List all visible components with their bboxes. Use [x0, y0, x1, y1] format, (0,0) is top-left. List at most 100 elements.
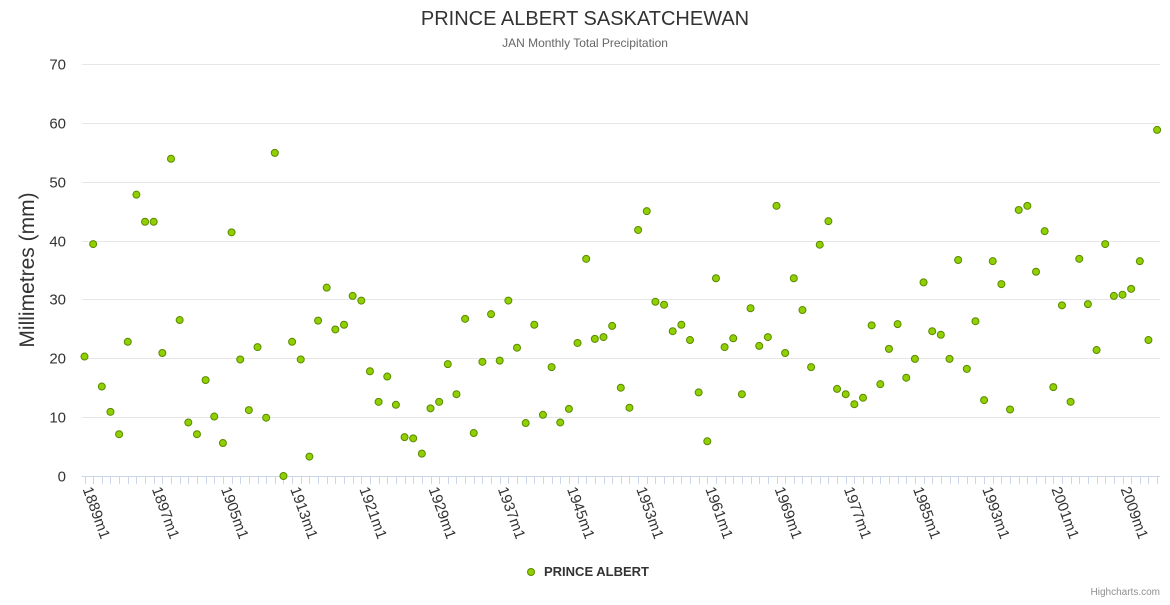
- data-point[interactable]: [616, 383, 625, 392]
- data-point[interactable]: [737, 390, 746, 399]
- data-point[interactable]: [409, 434, 418, 443]
- data-point[interactable]: [910, 354, 919, 363]
- data-point[interactable]: [331, 325, 340, 334]
- data-point[interactable]: [391, 400, 400, 409]
- data-point[interactable]: [660, 300, 669, 309]
- data-point[interactable]: [928, 327, 937, 336]
- data-point[interactable]: [236, 355, 245, 364]
- data-point[interactable]: [348, 291, 357, 300]
- data-point[interactable]: [279, 472, 288, 480]
- data-point[interactable]: [452, 390, 461, 399]
- data-point[interactable]: [642, 207, 651, 216]
- data-point[interactable]: [703, 437, 712, 446]
- data-point[interactable]: [244, 406, 253, 415]
- data-point[interactable]: [132, 190, 141, 199]
- data-point[interactable]: [495, 356, 504, 365]
- data-point[interactable]: [893, 320, 902, 329]
- data-point[interactable]: [141, 217, 150, 226]
- data-point[interactable]: [1023, 201, 1032, 210]
- data-point[interactable]: [781, 348, 790, 357]
- data-points[interactable]: [80, 125, 1162, 480]
- data-point[interactable]: [1014, 205, 1023, 214]
- data-point[interactable]: [841, 390, 850, 399]
- data-point[interactable]: [625, 403, 634, 412]
- data-point[interactable]: [1101, 240, 1110, 249]
- data-point[interactable]: [513, 343, 521, 352]
- data-point[interactable]: [902, 373, 911, 382]
- data-point[interactable]: [746, 304, 755, 313]
- legend-marker[interactable]: [527, 568, 535, 576]
- data-point[interactable]: [192, 430, 201, 439]
- data-point[interactable]: [711, 274, 720, 283]
- data-point[interactable]: [686, 336, 694, 345]
- data-point[interactable]: [789, 274, 798, 283]
- data-point[interactable]: [417, 449, 426, 458]
- data-point[interactable]: [824, 217, 833, 226]
- data-point[interactable]: [564, 404, 573, 413]
- data-point[interactable]: [859, 393, 867, 402]
- data-point[interactable]: [426, 404, 435, 413]
- data-point[interactable]: [106, 407, 115, 416]
- data-point[interactable]: [772, 201, 781, 210]
- data-point[interactable]: [288, 337, 297, 346]
- data-point[interactable]: [1109, 291, 1118, 300]
- data-point[interactable]: [1066, 397, 1075, 406]
- data-point[interactable]: [227, 228, 236, 237]
- data-point[interactable]: [504, 296, 513, 305]
- data-point[interactable]: [694, 388, 703, 397]
- data-point[interactable]: [383, 372, 392, 381]
- data-point[interactable]: [218, 439, 227, 448]
- data-point[interactable]: [538, 410, 547, 419]
- data-point[interactable]: [201, 376, 210, 385]
- data-point[interactable]: [400, 433, 409, 442]
- data-point[interactable]: [668, 327, 677, 336]
- data-point[interactable]: [833, 384, 842, 393]
- data-point[interactable]: [253, 343, 262, 352]
- data-point[interactable]: [988, 257, 997, 266]
- data-point[interactable]: [962, 364, 971, 373]
- data-point[interactable]: [314, 316, 323, 325]
- data-point[interactable]: [1057, 301, 1066, 310]
- data-point[interactable]: [971, 317, 980, 326]
- data-point[interactable]: [262, 413, 271, 422]
- data-point[interactable]: [80, 352, 89, 361]
- data-point[interactable]: [270, 148, 279, 157]
- data-point[interactable]: [677, 320, 686, 329]
- data-point[interactable]: [97, 382, 106, 391]
- data-point[interactable]: [807, 363, 816, 372]
- data-point[interactable]: [815, 240, 824, 249]
- data-point[interactable]: [1006, 405, 1015, 414]
- data-point[interactable]: [469, 429, 478, 438]
- data-point[interactable]: [876, 380, 885, 389]
- data-point[interactable]: [487, 310, 496, 319]
- data-point[interactable]: [296, 355, 305, 364]
- data-point[interactable]: [980, 396, 989, 405]
- data-point[interactable]: [1144, 336, 1153, 345]
- data-point[interactable]: [573, 338, 582, 347]
- data-point[interactable]: [867, 321, 876, 330]
- data-point[interactable]: [1032, 267, 1040, 276]
- data-point[interactable]: [1083, 300, 1092, 309]
- data-point[interactable]: [1127, 284, 1136, 293]
- legend-item-label[interactable]: PRINCE ALBERT: [544, 564, 649, 579]
- data-point[interactable]: [798, 306, 807, 315]
- data-point[interactable]: [1040, 227, 1049, 236]
- data-point[interactable]: [210, 412, 219, 421]
- data-point[interactable]: [530, 320, 539, 329]
- data-point[interactable]: [547, 363, 556, 372]
- data-point[interactable]: [89, 240, 98, 249]
- data-point[interactable]: [1075, 254, 1084, 263]
- data-point[interactable]: [1135, 257, 1144, 266]
- data-point[interactable]: [945, 354, 954, 363]
- data-point[interactable]: [521, 419, 530, 428]
- data-point[interactable]: [720, 343, 729, 352]
- data-point[interactable]: [365, 367, 374, 376]
- data-point[interactable]: [115, 430, 124, 439]
- data-point[interactable]: [755, 341, 764, 350]
- data-point[interactable]: [435, 397, 444, 406]
- data-point[interactable]: [608, 321, 617, 330]
- data-point[interactable]: [582, 254, 591, 263]
- data-point[interactable]: [123, 337, 132, 346]
- data-point[interactable]: [954, 255, 963, 264]
- data-point[interactable]: [461, 314, 470, 323]
